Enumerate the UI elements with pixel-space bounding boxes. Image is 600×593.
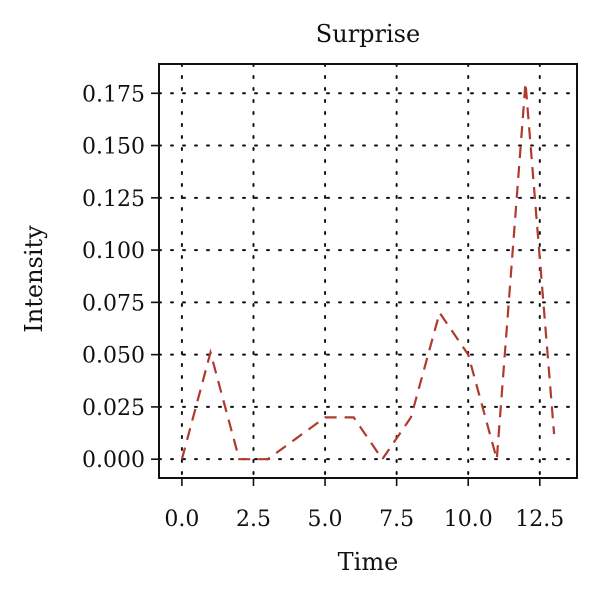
series-layer xyxy=(180,82,556,462)
grid xyxy=(158,63,578,479)
y-tick-label: 0.075 xyxy=(82,291,145,316)
plot-frame xyxy=(158,63,578,479)
x-tick-label: 12.5 xyxy=(515,507,564,532)
series-line xyxy=(180,82,556,462)
y-tick-label: 0.025 xyxy=(82,396,145,421)
y-tick-label: 0.125 xyxy=(82,187,145,212)
x-tick-label: 7.5 xyxy=(379,507,414,532)
y-tick-label: 0.050 xyxy=(82,344,145,369)
x-tick-label: 5.0 xyxy=(308,507,343,532)
axis-ticks: 0.0 2.5 5.0 7.5 10.0 12.5 0.000 0.025 0.050 0.075… xyxy=(82,82,564,532)
x-tick-label: 2.5 xyxy=(236,507,271,532)
y-tick-label: 0.100 xyxy=(82,239,145,264)
y-tick-label: 0.000 xyxy=(82,448,145,473)
y-axis-label: Intensity xyxy=(20,225,48,333)
x-tick-label: 0.0 xyxy=(164,507,199,532)
y-tick-label: 0.150 xyxy=(82,135,145,160)
y-tick-label: 0.175 xyxy=(82,82,145,107)
x-axis-label: Time xyxy=(338,548,399,576)
chart-title: Surprise xyxy=(316,20,420,48)
x-tick-label: 10.0 xyxy=(444,507,493,532)
